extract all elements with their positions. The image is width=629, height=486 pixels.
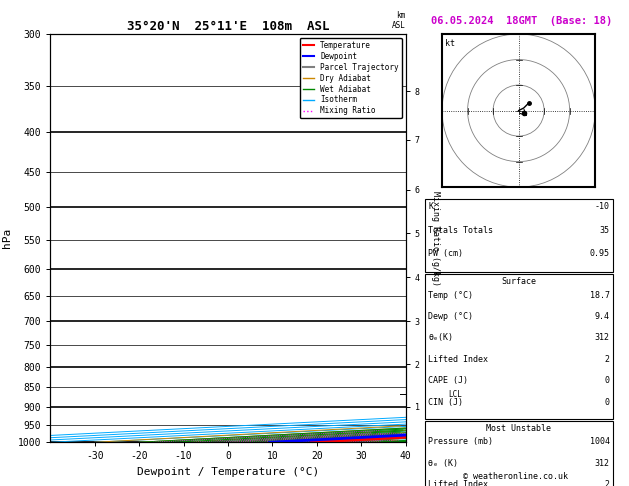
- Text: Pressure (mb): Pressure (mb): [428, 437, 493, 447]
- Text: 2: 2: [604, 480, 610, 486]
- Text: km
ASL: km ASL: [392, 11, 406, 30]
- Text: Surface: Surface: [501, 277, 537, 286]
- Text: 0.95: 0.95: [589, 249, 610, 258]
- Text: 312: 312: [594, 459, 610, 468]
- Text: 06.05.2024  18GMT  (Base: 18): 06.05.2024 18GMT (Base: 18): [431, 16, 612, 26]
- Text: LCL: LCL: [448, 390, 462, 399]
- Text: PW (cm): PW (cm): [428, 249, 464, 258]
- Text: 35: 35: [599, 226, 610, 235]
- Text: 9.4: 9.4: [594, 312, 610, 321]
- Text: 0: 0: [604, 376, 610, 385]
- Text: 18.7: 18.7: [589, 291, 610, 300]
- Text: Most Unstable: Most Unstable: [486, 424, 552, 433]
- Text: 1004: 1004: [589, 437, 610, 447]
- Y-axis label: Mixing Ratio (g/kg): Mixing Ratio (g/kg): [431, 191, 440, 286]
- Title: 35°20'N  25°11'E  108m  ASL: 35°20'N 25°11'E 108m ASL: [127, 20, 329, 33]
- Text: Lifted Index: Lifted Index: [428, 355, 488, 364]
- Text: K: K: [428, 202, 433, 211]
- Text: Lifted Index: Lifted Index: [428, 480, 488, 486]
- Text: Totals Totals: Totals Totals: [428, 226, 493, 235]
- Text: θₑ (K): θₑ (K): [428, 459, 459, 468]
- Text: © weatheronline.co.uk: © weatheronline.co.uk: [464, 472, 568, 481]
- X-axis label: Dewpoint / Temperature (°C): Dewpoint / Temperature (°C): [137, 467, 319, 477]
- Legend: Temperature, Dewpoint, Parcel Trajectory, Dry Adiabat, Wet Adiabat, Isotherm, Mi: Temperature, Dewpoint, Parcel Trajectory…: [299, 38, 402, 119]
- Text: CIN (J): CIN (J): [428, 398, 464, 407]
- Text: 2: 2: [604, 355, 610, 364]
- Text: -10: -10: [594, 202, 610, 211]
- Y-axis label: hPa: hPa: [3, 228, 12, 248]
- Text: Dewp (°C): Dewp (°C): [428, 312, 474, 321]
- Text: Temp (°C): Temp (°C): [428, 291, 474, 300]
- Text: 0: 0: [604, 398, 610, 407]
- Text: 312: 312: [594, 333, 610, 343]
- Text: CAPE (J): CAPE (J): [428, 376, 469, 385]
- Text: kt: kt: [445, 38, 455, 48]
- Text: θₑ(K): θₑ(K): [428, 333, 454, 343]
